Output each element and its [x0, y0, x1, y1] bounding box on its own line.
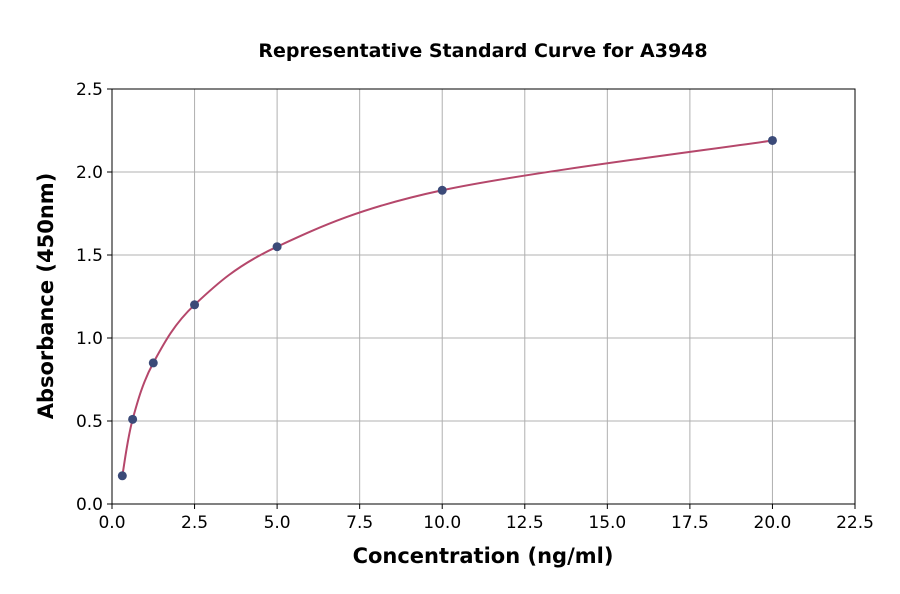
x-tick-label: 7.5: [346, 513, 373, 533]
fit-curve: [121, 139, 773, 476]
x-tick-label: 12.5: [506, 513, 544, 533]
y-axis-label: Absorbance (450nm): [34, 173, 58, 420]
grid: [111, 88, 856, 505]
chart-title: Representative Standard Curve for A3948: [258, 40, 707, 62]
data-point: [767, 135, 777, 145]
data-point: [272, 242, 282, 252]
x-tick-label: 0.0: [98, 513, 125, 533]
y-tick-label: 1.5: [76, 246, 103, 266]
data-point: [190, 300, 200, 310]
y-tick-label: 1.0: [76, 329, 103, 349]
data-point: [117, 471, 127, 481]
x-tick-label: 5.0: [264, 513, 291, 533]
y-tick-label: 0.0: [76, 495, 103, 515]
data-point: [148, 358, 158, 368]
x-tick-label: 17.5: [671, 513, 709, 533]
data-point: [128, 414, 138, 424]
y-tick-label: 2.0: [76, 163, 103, 183]
x-tick-label: 22.5: [836, 513, 874, 533]
y-axis-ticks: 0.0 0.5 1.0 1.5 2.0 2.5: [76, 80, 112, 515]
data-point: [437, 185, 447, 195]
x-tick-label: 15.0: [588, 513, 626, 533]
x-axis-ticks: 0.0 2.5 5.0 7.5 10.0 12.5 15.0 17.5 20.0 22.5: [98, 504, 874, 533]
x-tick-label: 20.0: [754, 513, 792, 533]
x-axis-label: Concentration (ng/ml): [353, 544, 614, 568]
y-tick-label: 2.5: [76, 80, 103, 100]
data-points: [117, 135, 777, 481]
plot-frame: [111, 88, 856, 505]
x-tick-label: 2.5: [181, 513, 208, 533]
x-tick-label: 10.0: [423, 513, 461, 533]
y-tick-label: 0.5: [76, 412, 103, 432]
